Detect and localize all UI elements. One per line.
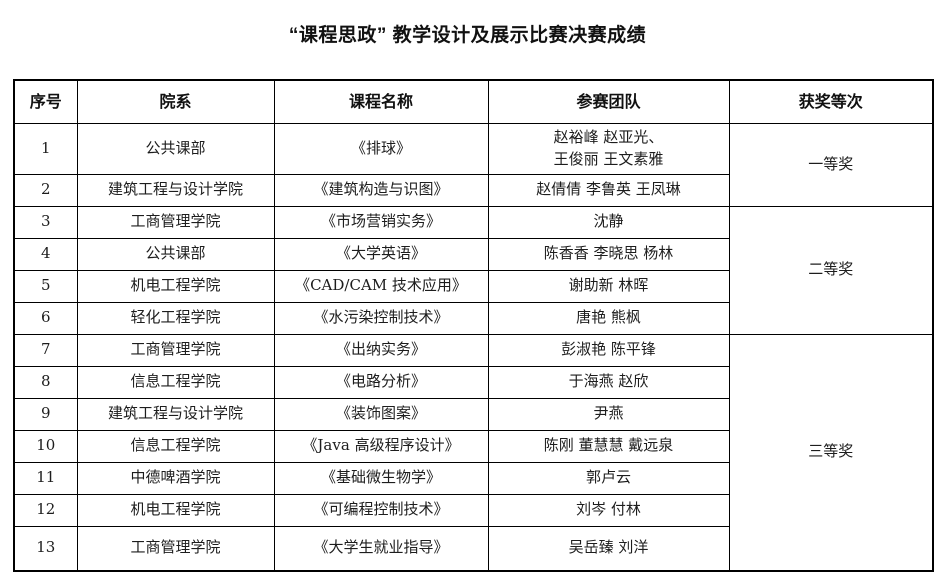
cell-team: 于海燕 赵欣	[487, 365, 730, 399]
cell-team: 刘岑 付林	[487, 493, 730, 527]
cell-department: 工商管理学院	[76, 205, 275, 239]
cell-award: 二等奖	[728, 205, 934, 335]
header-course: 课程名称	[273, 79, 489, 124]
cell-award: 三等奖	[728, 333, 934, 572]
cell-department: 机电工程学院	[76, 493, 275, 527]
table-row: 12 机电工程学院 《可编程控制技术》 刘岑 付林	[13, 493, 933, 527]
cell-no: 8	[13, 365, 78, 399]
cell-course: 《基础微生物学》	[273, 461, 489, 495]
cell-department: 工商管理学院	[76, 525, 275, 572]
cell-no: 7	[13, 333, 78, 367]
table-row: 9 建筑工程与设计学院 《装饰图案》 尹燕	[13, 397, 933, 431]
cell-department: 中德啤酒学院	[76, 461, 275, 495]
table-row: 4 公共课部 《大学英语》 陈香香 李晓思 杨林	[13, 237, 933, 271]
cell-department: 信息工程学院	[76, 429, 275, 463]
cell-department: 工商管理学院	[76, 333, 275, 367]
cell-no: 11	[13, 461, 78, 495]
cell-course: 《Java 高级程序设计》	[273, 429, 489, 463]
header-team: 参赛团队	[487, 79, 730, 124]
cell-team: 郭卢云	[487, 461, 730, 495]
header-no: 序号	[13, 79, 78, 124]
cell-department: 轻化工程学院	[76, 301, 275, 335]
cell-no: 6	[13, 301, 78, 335]
cell-department: 机电工程学院	[76, 269, 275, 303]
cell-team: 谢助新 林晖	[487, 269, 730, 303]
cell-no: 9	[13, 397, 78, 431]
table-row: 5 机电工程学院 《CAD/CAM 技术应用》 谢助新 林晖	[13, 269, 933, 303]
cell-no: 3	[13, 205, 78, 239]
header-department: 院系	[76, 79, 275, 124]
cell-team: 尹燕	[487, 397, 730, 431]
cell-team: 赵倩倩 李鲁英 王凤琳	[487, 173, 730, 207]
cell-department: 建筑工程与设计学院	[76, 397, 275, 431]
cell-course: 《装饰图案》	[273, 397, 489, 431]
cell-team: 陈香香 李晓思 杨林	[487, 237, 730, 271]
cell-award: 一等奖	[728, 122, 934, 207]
cell-no: 4	[13, 237, 78, 271]
table-row: 3 工商管理学院 《市场营销实务》 沈静 二等奖	[13, 205, 934, 335]
results-table: 序号 院系 课程名称 参赛团队 获奖等次 1 公共课部 《排球》 赵裕峰 赵亚光…	[13, 79, 934, 572]
header-row: 序号 院系 课程名称 参赛团队 获奖等次	[13, 79, 934, 124]
page-title: “课程思政” 教学设计及展示比赛决赛成绩	[288, 25, 647, 46]
cell-team: 沈静	[487, 205, 730, 239]
cell-department: 建筑工程与设计学院	[76, 173, 275, 207]
cell-no: 13	[13, 525, 78, 572]
cell-team: 吴岳臻 刘洋	[487, 525, 730, 572]
cell-no: 5	[13, 269, 78, 303]
cell-course: 《排球》	[273, 122, 489, 175]
cell-no: 10	[13, 429, 78, 463]
cell-course: 《电路分析》	[273, 365, 489, 399]
cell-team: 彭淑艳 陈平锋	[487, 333, 730, 367]
cell-course: 《市场营销实务》	[273, 205, 489, 239]
cell-course: 《可编程控制技术》	[273, 493, 489, 527]
cell-team: 陈刚 董慧慧 戴远泉	[487, 429, 730, 463]
cell-course: 《CAD/CAM 技术应用》	[273, 269, 489, 303]
table-row: 8 信息工程学院 《电路分析》 于海燕 赵欣	[13, 365, 933, 399]
cell-department: 公共课部	[76, 237, 275, 271]
cell-course: 《大学英语》	[273, 237, 489, 271]
table-row: 11 中德啤酒学院 《基础微生物学》 郭卢云	[13, 461, 933, 495]
results-table-body: 1 公共课部 《排球》 赵裕峰 赵亚光、 王俊丽 王文素雅 一等奖 2 建筑工程…	[13, 122, 934, 572]
results-table-header: 序号 院系 课程名称 参赛团队 获奖等次	[13, 79, 934, 124]
cell-team: 唐艳 熊枫	[487, 301, 730, 335]
header-award: 获奖等次	[728, 79, 934, 124]
table-row: 6 轻化工程学院 《水污染控制技术》 唐艳 熊枫	[13, 301, 933, 335]
table-row: 7 工商管理学院 《出纳实务》 彭淑艳 陈平锋 三等奖	[13, 333, 934, 572]
cell-course: 《水污染控制技术》	[273, 301, 489, 335]
cell-department: 信息工程学院	[76, 365, 275, 399]
cell-no: 12	[13, 493, 78, 527]
table-row: 1 公共课部 《排球》 赵裕峰 赵亚光、 王俊丽 王文素雅 一等奖	[13, 122, 934, 207]
cell-no: 1	[13, 122, 78, 175]
table-row: 13 工商管理学院 《大学生就业指导》 吴岳臻 刘洋	[13, 525, 933, 572]
cell-course: 《大学生就业指导》	[273, 525, 489, 572]
cell-team: 赵裕峰 赵亚光、 王俊丽 王文素雅	[487, 122, 730, 175]
cell-department: 公共课部	[76, 122, 275, 175]
cell-no: 2	[13, 173, 78, 207]
cell-course: 《建筑构造与识图》	[273, 173, 489, 207]
cell-course: 《出纳实务》	[273, 333, 489, 367]
